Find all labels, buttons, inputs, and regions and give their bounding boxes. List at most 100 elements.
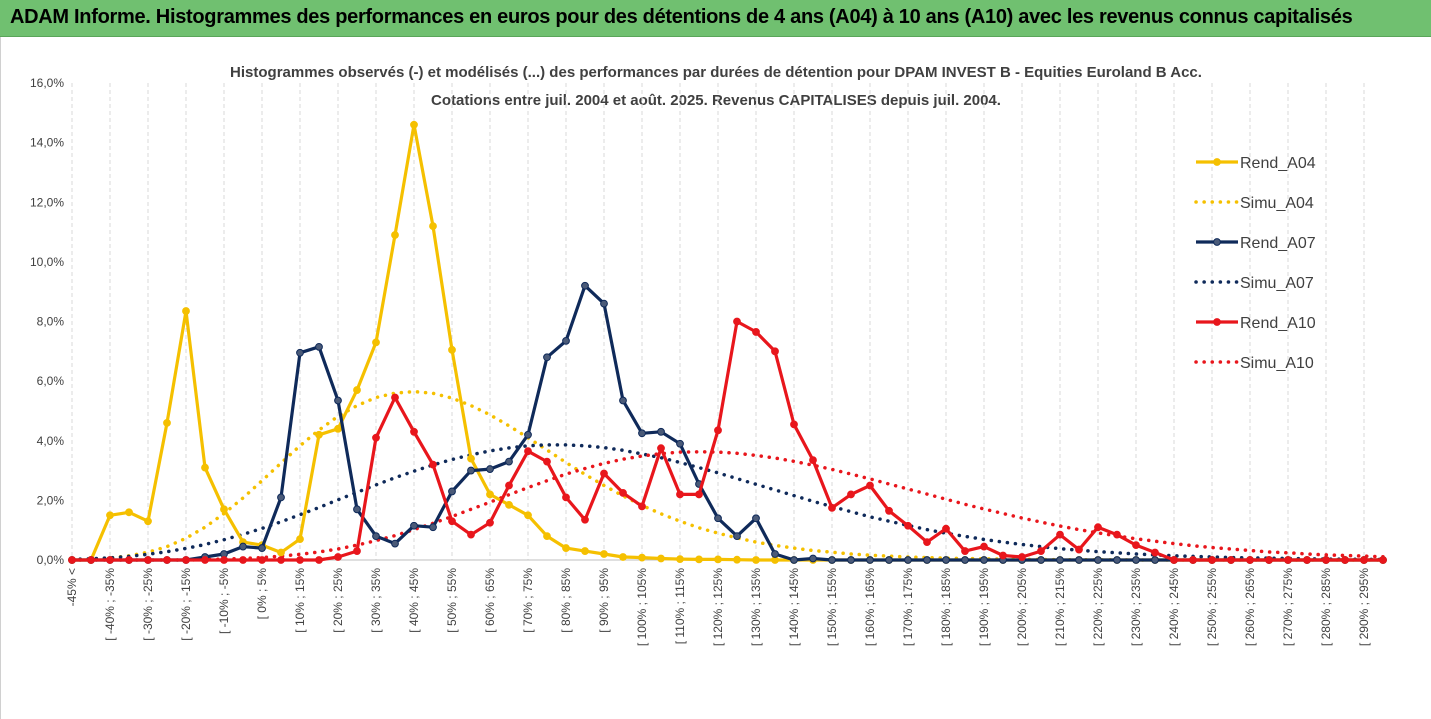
- data-point: [1132, 541, 1140, 549]
- chart-subtitle: Cotations entre juil. 2004 et août. 2025…: [431, 92, 1001, 109]
- data-point: [296, 556, 304, 564]
- y-tick-label: 2,0%: [37, 493, 65, 507]
- data-point: [277, 556, 285, 564]
- data-point: [885, 556, 893, 564]
- data-point: [258, 544, 266, 552]
- data-point: [923, 538, 931, 547]
- data-point: [1360, 556, 1368, 564]
- data-point: [277, 548, 285, 557]
- data-point: [1379, 556, 1387, 564]
- data-point: [543, 532, 551, 541]
- data-point: [1075, 556, 1083, 564]
- data-point: [524, 430, 532, 439]
- x-tick-label: [ 10% ; 15%: [293, 568, 307, 633]
- x-tick-label: [ 200% ; 205%: [1015, 568, 1029, 646]
- legend: Rend_A04 Simu_A04 Rend_A07 Simu_A07 Rend_A10…: [1194, 155, 1316, 372]
- data-point: [524, 447, 532, 456]
- data-point: [467, 454, 475, 463]
- data-point: [372, 532, 380, 541]
- legend-label: Simu_A10: [1240, 355, 1314, 372]
- data-point: [847, 490, 855, 499]
- data-point: [315, 556, 323, 564]
- data-point: [1094, 556, 1102, 564]
- data-point: [543, 457, 551, 466]
- data-point: [961, 547, 969, 555]
- data-point: [429, 523, 437, 532]
- legend-label: Rend_A07: [1240, 235, 1316, 252]
- data-point: [239, 556, 247, 564]
- data-point: [562, 544, 570, 552]
- y-tick-label: 6,0%: [37, 374, 65, 388]
- data-point: [1056, 530, 1064, 539]
- x-tick-label: [ 240% ; 245%: [1167, 568, 1181, 646]
- x-tick-label: [ 20% ; 25%: [331, 568, 345, 633]
- x-tick-label: [ 220% ; 225%: [1091, 568, 1105, 646]
- data-point: [1341, 556, 1349, 564]
- x-tick-label: [ 0% ; 5%: [255, 568, 269, 620]
- x-tick-label: [ 210% ; 215%: [1053, 568, 1067, 646]
- data-point: [372, 433, 380, 442]
- data-point: [486, 490, 494, 499]
- legend-item-rend-a04: Rend_A04: [1196, 155, 1316, 172]
- data-point: [315, 342, 323, 351]
- legend-label: Simu_A07: [1240, 275, 1314, 292]
- data-point: [752, 556, 760, 564]
- x-tick-label: [ 90% ; 95%: [597, 568, 611, 633]
- data-point: [68, 556, 76, 564]
- data-point: [1018, 553, 1026, 561]
- data-point: [980, 556, 988, 564]
- data-point: [277, 493, 285, 502]
- data-point: [315, 430, 323, 439]
- data-point: [638, 553, 646, 562]
- legend-label: Rend_A04: [1240, 155, 1316, 172]
- data-point: [562, 336, 570, 345]
- legend-label: Simu_A04: [1240, 195, 1314, 212]
- y-tick-label: 0,0%: [37, 553, 65, 567]
- data-point: [942, 524, 950, 533]
- data-point: [106, 511, 114, 520]
- data-point: [847, 556, 855, 564]
- data-point: [1322, 556, 1330, 564]
- data-point: [771, 347, 779, 356]
- data-point: [201, 463, 209, 472]
- x-tick-label: [ 250% ; 255%: [1205, 568, 1219, 646]
- data-point: [296, 348, 304, 357]
- x-tick-label: [ 260% ; 265%: [1243, 568, 1257, 646]
- x-tick-label: [ 180% ; 185%: [939, 568, 953, 646]
- y-tick-label: 4,0%: [37, 434, 65, 448]
- data-point: [695, 555, 703, 564]
- data-point: [353, 386, 361, 394]
- series-rend-a07: [68, 281, 1387, 564]
- data-point: [1037, 556, 1045, 564]
- data-point: [866, 481, 874, 490]
- data-point: [714, 555, 722, 564]
- data-point: [1113, 556, 1121, 564]
- series-line: [72, 284, 1383, 562]
- data-point: [334, 553, 342, 561]
- data-point: [1208, 556, 1216, 564]
- series-simu-a07: [70, 443, 1385, 562]
- data-point: [657, 427, 665, 436]
- legend-item-rend-a07: Rend_A07: [1196, 235, 1316, 252]
- legend-marker: [1213, 318, 1221, 326]
- x-tick-label: [ -20% ; -15%: [179, 568, 193, 641]
- legend-marker: [1213, 158, 1221, 166]
- series-simu-a04: [70, 389, 1385, 562]
- y-tick-label: 14,0%: [30, 136, 64, 150]
- data-point: [638, 502, 646, 511]
- data-point: [600, 469, 608, 478]
- data-point: [486, 518, 494, 527]
- y-tick-label: 10,0%: [30, 255, 64, 269]
- data-point: [676, 439, 684, 448]
- data-point: [201, 556, 209, 564]
- data-point: [600, 299, 608, 308]
- data-point: [828, 503, 836, 512]
- data-point: [581, 515, 589, 524]
- x-tick-label: [ 30% ; 35%: [369, 568, 383, 633]
- legend-marker: [1213, 238, 1221, 246]
- chart-title: Histogrammes observés (-) et modélisés (…: [230, 64, 1202, 81]
- x-tick-label: [ 110% ; 115%: [673, 568, 687, 645]
- legend-item-simu-a10: Simu_A10: [1194, 355, 1314, 372]
- series-rend-a04: [68, 120, 1387, 564]
- x-tick-label: [ 80% ; 85%: [559, 568, 573, 633]
